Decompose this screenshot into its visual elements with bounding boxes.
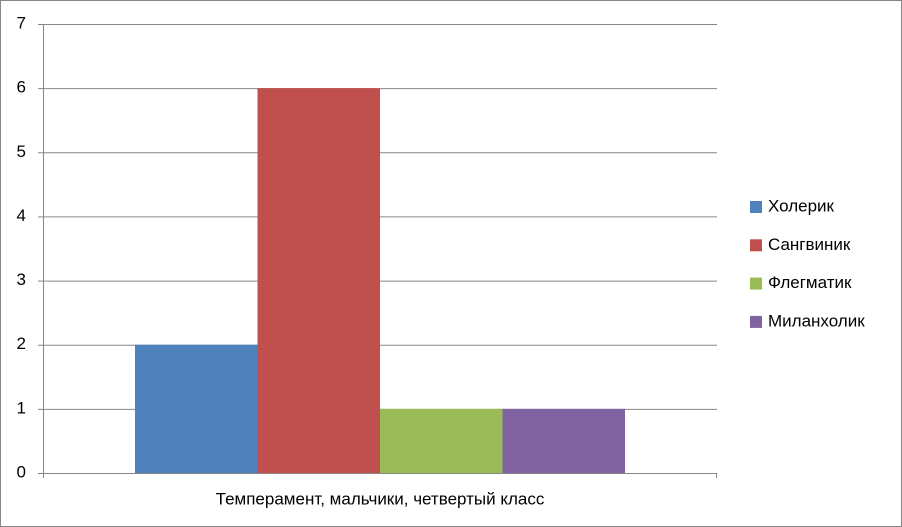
- legend-swatch: [750, 277, 762, 290]
- y-tick-label: 7: [17, 13, 26, 32]
- legend-label: Миланхолик: [768, 311, 865, 330]
- y-tick-label: 5: [17, 142, 26, 161]
- bar: [135, 344, 258, 473]
- y-tick-label: 1: [17, 398, 26, 417]
- legend-swatch: [750, 239, 762, 252]
- y-tick-label: 0: [17, 462, 26, 481]
- legend-swatch: [750, 315, 762, 328]
- bar: [502, 408, 625, 473]
- bar: [380, 408, 503, 473]
- y-tick-label: 2: [17, 334, 26, 353]
- legend-label: Флегматик: [768, 273, 852, 292]
- legend-label: Холерик: [768, 196, 835, 215]
- legend-label: Сангвиник: [768, 235, 851, 254]
- y-tick-label: 3: [17, 270, 26, 289]
- y-tick-label: 6: [17, 78, 26, 97]
- legend-swatch: [750, 201, 762, 213]
- x-tick-label: Темперамент, мальчики, четвертый класс: [216, 489, 545, 508]
- bar: [257, 88, 380, 474]
- y-tick-label: 4: [17, 206, 26, 225]
